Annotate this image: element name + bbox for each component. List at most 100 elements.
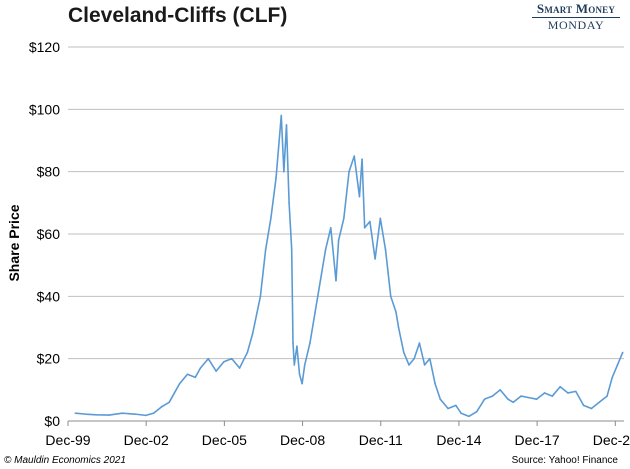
price-data-point [285,124,288,126]
price-data-point [121,412,124,415]
price-data-point [447,407,449,410]
price-data-point [144,414,147,417]
price-data-point [369,220,371,223]
price-data-point [384,248,387,251]
price-data-point [108,414,111,416]
x-tick-label: Dec-17 [515,432,560,448]
price-data-point [275,177,277,179]
x-axis [67,420,624,426]
price-data-point [264,248,267,251]
price-data-point [292,342,294,344]
price-data-point [434,382,436,385]
price-data-point [389,295,392,298]
price-data-point [178,382,181,385]
y-tick-label: $0 [44,413,60,429]
y-tick-label: $40 [37,288,61,304]
price-data-point [512,401,515,404]
price-data-point [363,226,366,229]
x-tick-label: Dec-11 [359,432,403,448]
logo-divider [532,17,620,18]
price-data-point [309,342,311,344]
price-data-point [616,364,619,366]
axis-tick-labels: $0 $20 $40 $60 $80 $100 $120 Dec-99 Dec-02 Dec-05… [29,39,630,448]
y-tick-label: $20 [37,351,61,367]
price-data-point [468,415,470,418]
price-data-point [298,373,301,376]
y-tick-label: $100 [29,101,60,117]
price-data-point [215,370,217,372]
x-tick-label: Dec-05 [202,432,247,448]
price-data-point [223,360,225,363]
price-data-point [251,332,254,335]
price-data-point [598,401,601,404]
price-data-point [590,407,593,410]
price-data-point [280,114,283,117]
price-data-point [528,396,530,399]
price-data-point [290,248,293,251]
gridlines [68,46,624,360]
smart-money-monday-logo: Smart Money MONDAY [528,2,624,32]
logo-line-2: MONDAY [547,18,605,32]
price-data-point [343,217,345,220]
price-data-point [402,351,405,354]
price-data-point [551,395,554,397]
price-data-point [358,195,361,198]
price-data-point [611,376,614,379]
price-data-point [483,398,486,400]
price-data-point [186,373,189,376]
price-data-point [335,279,337,282]
price-data-point [296,345,298,348]
price-data-point [429,357,431,360]
x-tick-label: Dec-02 [124,432,169,448]
price-data-point [230,357,233,360]
price-data-point [85,413,87,415]
price-data-point [439,398,442,400]
price-data-point [395,311,397,313]
y-tick-label: $60 [37,226,61,242]
price-data-point [535,398,538,400]
logo-line-1: Smart Money [536,1,616,16]
series-layer [74,114,624,418]
price-data-point [543,392,546,394]
price-data-point [559,385,561,388]
price-data-point [408,364,410,366]
price-data-point [194,376,197,379]
x-tick-label: Dec-20 [593,432,630,448]
price-data-point [277,145,280,148]
copyright-text: © Mauldin Economics 2021 [4,455,126,466]
price-series-line [75,114,624,418]
price-data-point [460,412,462,415]
price-data-point [324,248,327,251]
price-data-point [95,413,98,416]
price-data-point [329,226,332,229]
price-data-point [337,239,340,242]
price-data-point [168,401,170,404]
price-data-point [574,390,577,393]
price-data-point [160,406,163,408]
price-data-point [199,367,202,369]
price-data-point [499,389,502,391]
price-data-point [134,413,137,415]
price-data-point [475,410,478,413]
source-text: Source: Yahoo! Finance [511,455,618,466]
y-tick-label: $80 [37,164,61,180]
price-data-point [606,395,608,397]
price-data-point [259,295,262,298]
price-data-point [173,392,176,394]
price-data-point [207,357,210,360]
price-data-point [582,404,585,407]
y-tick-label: $120 [29,39,60,55]
price-data-point [246,351,249,354]
price-data-point [520,395,522,397]
price-data-point [374,258,376,260]
price-data-point [423,364,426,366]
x-tick-label: Dec-14 [436,432,481,448]
price-data-point [319,279,322,282]
price-data-point [303,364,306,366]
price-data-point [353,155,356,157]
price-data-point [152,412,155,415]
price-data-point [238,367,241,369]
price-data-point [283,170,285,173]
price-data-point [491,395,494,397]
